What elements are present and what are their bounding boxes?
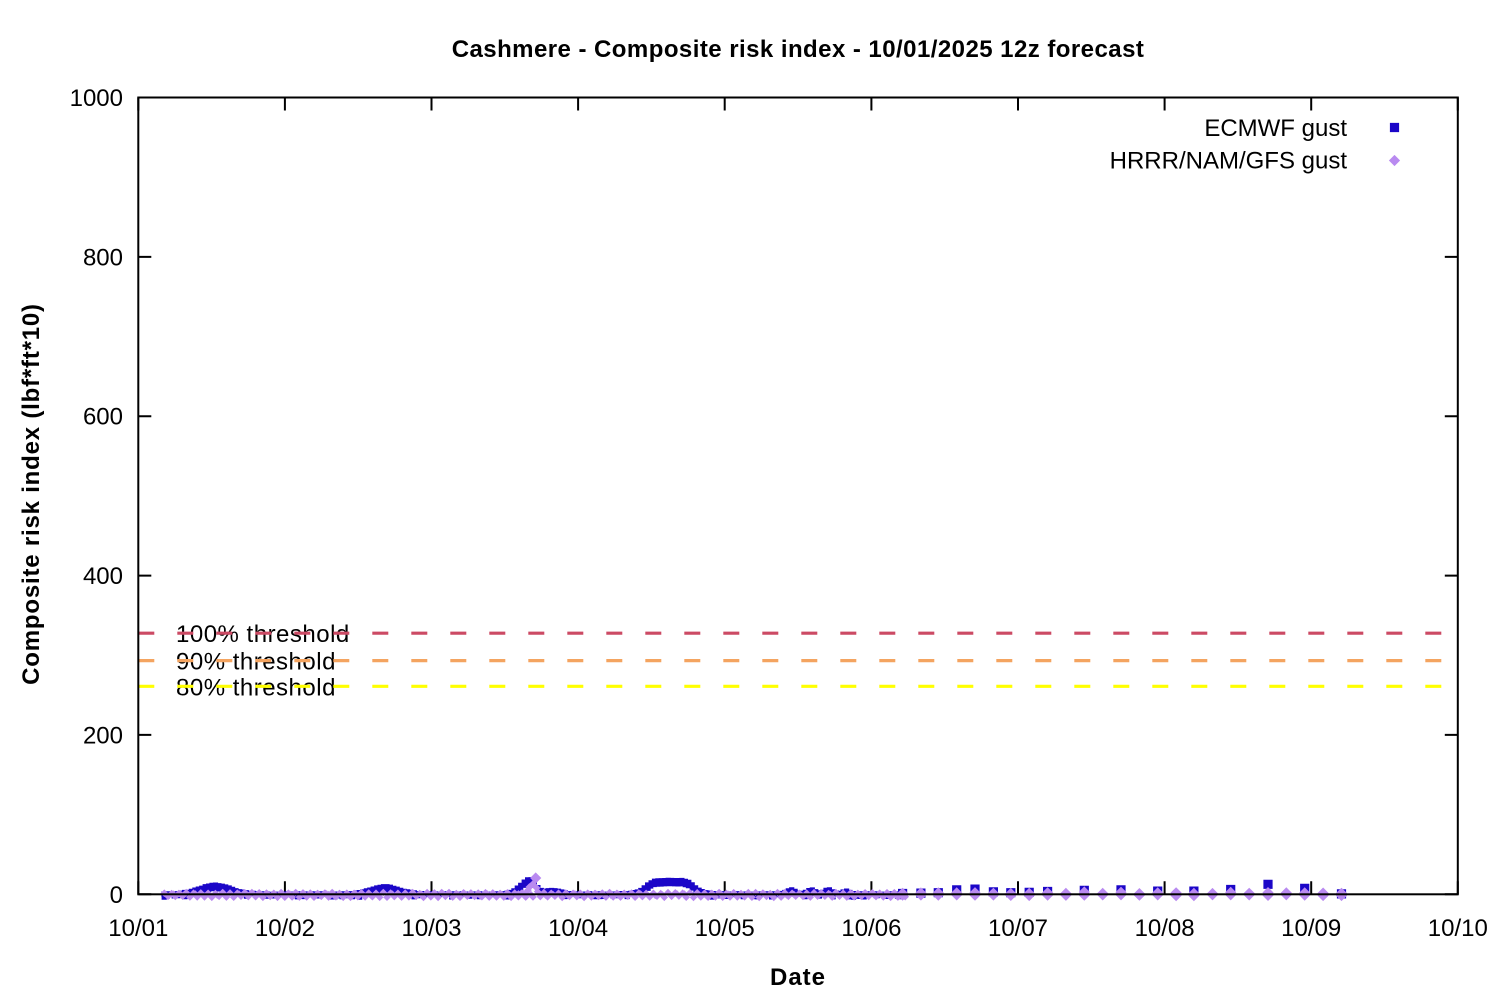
svg-text:10/08: 10/08 <box>1135 915 1195 942</box>
svg-text:10/10: 10/10 <box>1428 915 1488 942</box>
svg-text:800: 800 <box>83 244 123 271</box>
svg-text:10/07: 10/07 <box>988 915 1048 942</box>
svg-text:Composite risk index (lbf*ft*1: Composite risk index (lbf*ft*10) <box>18 303 45 685</box>
svg-text:10/03: 10/03 <box>401 915 461 942</box>
svg-text:ECMWF gust: ECMWF gust <box>1204 115 1347 142</box>
svg-text:Cashmere - Composite risk inde: Cashmere - Composite risk index - 10/01/… <box>452 36 1145 63</box>
svg-text:10/06: 10/06 <box>841 915 901 942</box>
svg-text:10/04: 10/04 <box>548 915 608 942</box>
svg-text:400: 400 <box>83 563 123 590</box>
svg-text:10/05: 10/05 <box>695 915 755 942</box>
svg-text:10/01: 10/01 <box>108 915 168 942</box>
svg-text:10/09: 10/09 <box>1281 915 1341 942</box>
svg-text:1000: 1000 <box>70 85 123 112</box>
svg-text:Date: Date <box>770 964 826 991</box>
svg-text:600: 600 <box>83 404 123 431</box>
svg-text:HRRR/NAM/GFS gust: HRRR/NAM/GFS gust <box>1110 148 1348 175</box>
svg-text:0: 0 <box>110 882 123 909</box>
svg-text:200: 200 <box>83 722 123 749</box>
svg-text:10/02: 10/02 <box>255 915 315 942</box>
